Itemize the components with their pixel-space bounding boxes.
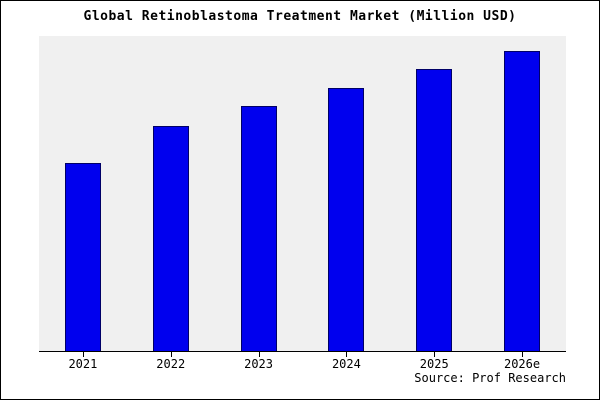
x-axis-tick [522, 352, 524, 357]
bars-container [39, 36, 566, 357]
x-axis-tick [82, 352, 84, 357]
x-tick-label-2023: 2023 [244, 357, 274, 371]
x-axis-tick [346, 352, 348, 357]
source-credit: Source: Prof Research [414, 371, 566, 385]
bar-2022 [152, 126, 189, 351]
bar-slot-2022 [127, 36, 215, 357]
x-axis-labels: 2021 2022 2023 2024 2025 2026e [39, 357, 566, 371]
bar-slot-2023 [215, 36, 303, 357]
bar-slot-2024 [302, 36, 390, 357]
bar-slot-2025 [390, 36, 478, 357]
bar-2026e [504, 51, 541, 351]
x-tick-label-2026e: 2026e [503, 357, 541, 371]
x-tick-label-2024: 2024 [331, 357, 361, 371]
bar-2021 [64, 163, 101, 351]
x-tick-label-2022: 2022 [156, 357, 186, 371]
plot-area [39, 36, 566, 357]
bar-slot-2021 [39, 36, 127, 357]
bar-2024 [328, 88, 365, 351]
chart-title: Global Retinoblastoma Treatment Market (… [83, 9, 517, 24]
bar-2025 [416, 69, 453, 351]
x-axis-tick [434, 352, 436, 357]
bar-2023 [240, 106, 277, 351]
x-tick-label-2025: 2025 [419, 357, 449, 371]
x-axis-tick [170, 352, 172, 357]
x-axis-tick [258, 352, 260, 357]
x-tick-label-2021: 2021 [68, 357, 98, 371]
bar-slot-2026e [478, 36, 566, 357]
